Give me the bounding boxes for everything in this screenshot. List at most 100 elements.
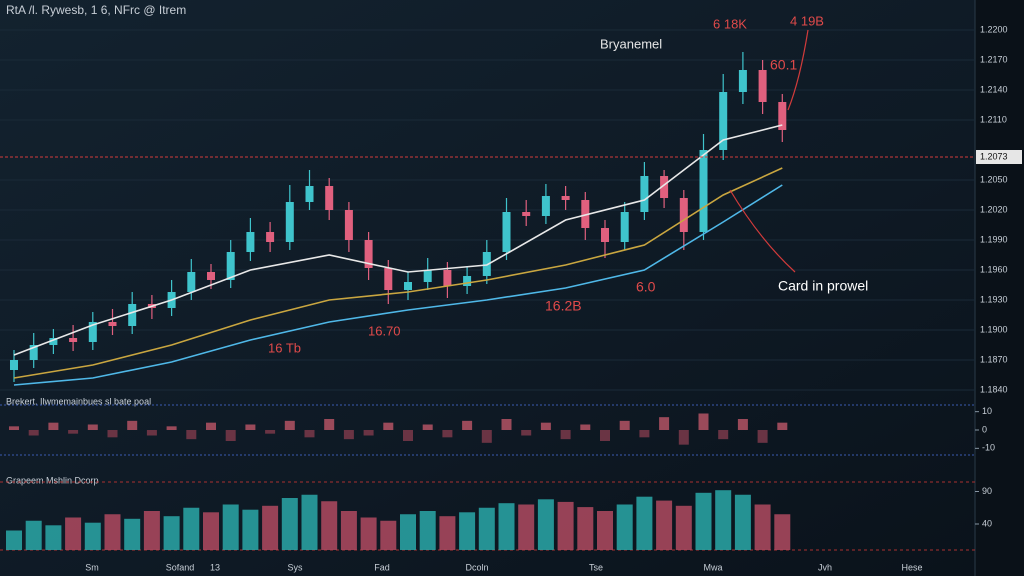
osc-bar xyxy=(324,419,335,430)
annotation: Card in prowel xyxy=(778,278,868,294)
osc-bar xyxy=(777,422,788,430)
osc-bar xyxy=(343,430,354,440)
candle-body xyxy=(246,232,255,252)
osc-bar xyxy=(284,420,295,430)
annotation: 60.1 xyxy=(770,57,797,73)
volume-bar xyxy=(498,503,515,550)
volume-bar xyxy=(321,501,338,550)
osc-tick-label: 0 xyxy=(982,424,987,434)
y-tick-label: 1.1870 xyxy=(980,354,1008,364)
osc-bar xyxy=(48,422,59,430)
candle-body xyxy=(325,186,334,210)
x-tick-label: Fad xyxy=(374,562,390,572)
candle-body xyxy=(49,338,58,345)
x-tick-label: 13 xyxy=(210,562,220,572)
candle-body xyxy=(679,198,688,232)
osc-bar xyxy=(757,430,768,443)
osc-bar xyxy=(28,430,39,436)
volume-bar xyxy=(360,517,377,550)
x-tick-label: Jvh xyxy=(818,562,832,572)
volume-bar xyxy=(183,507,200,550)
moving-average xyxy=(13,167,783,379)
annotation: 4 19B xyxy=(790,13,824,28)
volume-bar xyxy=(84,522,101,550)
x-tick-label: Tse xyxy=(589,562,603,572)
osc-bar xyxy=(600,430,610,441)
volume-bar xyxy=(143,511,160,550)
y-tick-label: 1.1990 xyxy=(980,234,1008,244)
volume-bar xyxy=(695,492,712,550)
y-tick-label: 1.1930 xyxy=(980,294,1008,304)
candle-body xyxy=(10,360,18,370)
chart-title: RtA /l. Rywesb, 1 6, NFrc @ Itrem xyxy=(6,3,186,17)
osc-tick-label: 10 xyxy=(982,406,992,416)
volume-bar xyxy=(557,501,574,550)
osc-bar xyxy=(718,430,729,440)
y-tick-label: 1.2200 xyxy=(980,24,1008,34)
candle-body xyxy=(482,252,491,276)
y-tick-label: 1.2110 xyxy=(980,114,1007,124)
annotation: 16.70 xyxy=(368,323,401,338)
osc-bar xyxy=(9,426,19,430)
candle-body xyxy=(108,322,117,326)
candle-body xyxy=(601,228,609,242)
osc-bar xyxy=(363,430,374,436)
candle-body xyxy=(404,282,412,290)
x-tick-label: Sm xyxy=(85,562,99,572)
candle-body xyxy=(29,345,38,360)
volume-bar xyxy=(6,530,22,550)
candle-body xyxy=(719,92,728,150)
volume-bar xyxy=(597,511,613,550)
osc-bar xyxy=(560,430,571,440)
candle-body xyxy=(305,186,314,202)
volume-bar xyxy=(222,504,239,550)
osc-bar xyxy=(87,424,98,430)
volume-bar xyxy=(478,507,495,550)
volume-bar xyxy=(636,496,653,550)
candle-body xyxy=(699,150,708,232)
x-tick-label: Dcoln xyxy=(465,562,488,572)
osc-bar xyxy=(422,424,433,430)
candle-body xyxy=(502,212,511,252)
osc-bar xyxy=(265,430,276,434)
volume-bar xyxy=(242,509,259,550)
candle-body xyxy=(364,240,373,268)
volume-bar xyxy=(537,499,554,550)
candle-body xyxy=(226,252,235,280)
y-tick-label: 1.2050 xyxy=(980,174,1008,184)
y-tick-label: 1.2170 xyxy=(980,54,1008,64)
moving-average xyxy=(13,184,783,386)
volume-bar xyxy=(459,512,476,550)
candle-body xyxy=(344,210,353,240)
y-tick-label: 1.1900 xyxy=(980,324,1008,334)
y-tick-label: 1.1960 xyxy=(980,264,1008,274)
y-tick-label: 1.2140 xyxy=(980,84,1008,94)
candle-body xyxy=(581,200,590,228)
volume-bar xyxy=(616,504,633,550)
annotation: 6.0 xyxy=(636,279,656,295)
osc-bar xyxy=(619,420,630,430)
candle-body xyxy=(266,232,275,242)
candle-body xyxy=(128,304,137,326)
volume-bar xyxy=(45,525,62,550)
volume-bar xyxy=(104,514,121,550)
volume-bar xyxy=(518,504,535,550)
candle-body xyxy=(522,212,531,216)
volume-bar xyxy=(715,490,732,550)
volume-bar xyxy=(340,511,357,550)
osc-bar xyxy=(225,430,236,441)
candle-body xyxy=(778,102,787,130)
candle-body xyxy=(561,196,570,200)
osc-bar xyxy=(521,430,532,436)
osc-bar xyxy=(442,430,453,438)
volume-bar xyxy=(203,512,219,550)
volume-bar xyxy=(754,504,771,550)
price-tag xyxy=(976,150,1022,164)
moving-average xyxy=(13,124,783,356)
volume-bar xyxy=(419,511,436,550)
price-tag-label: 1.2073 xyxy=(980,151,1008,161)
annotation-arrow xyxy=(787,29,809,111)
osc-bar xyxy=(540,422,551,430)
volume-bar xyxy=(380,520,397,550)
